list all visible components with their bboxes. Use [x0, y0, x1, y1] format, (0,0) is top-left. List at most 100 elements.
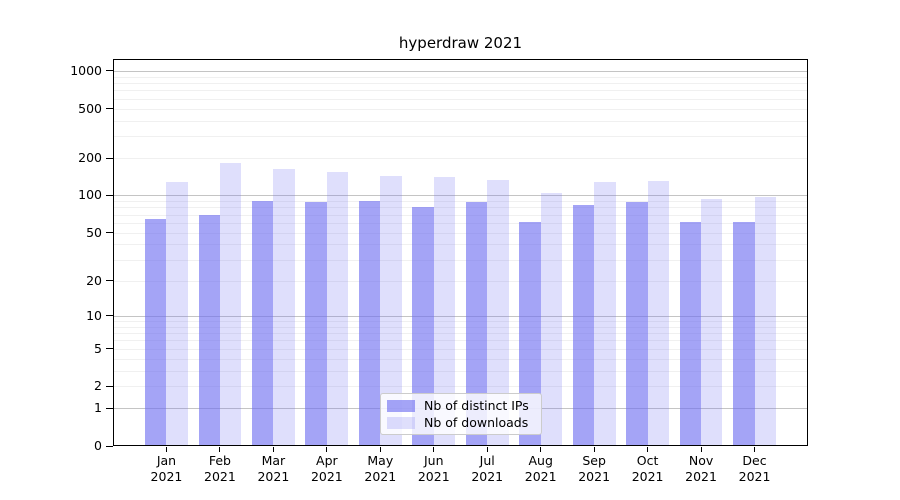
- y-tick-mark-50: [106, 232, 113, 234]
- gridline-minor-600: [114, 98, 807, 100]
- legend-label-downloads: Nb of downloads: [424, 415, 529, 430]
- gridline-minor-80: [114, 207, 807, 209]
- x-tick-mark-may: [379, 447, 381, 452]
- bar-nb-of-downloads-jan-2021: [166, 182, 188, 445]
- y-tick-label-20: 20: [86, 272, 102, 288]
- bar-nb-of-downloads-oct-2021: [647, 180, 669, 445]
- gridline-minor-800: [114, 83, 807, 85]
- y-tick-mark-1000: [106, 70, 113, 72]
- gridline-minor-20: [114, 280, 807, 282]
- y-tick-label-1000: 1000: [70, 62, 102, 78]
- gridline-minor-700: [114, 90, 807, 92]
- x-tick-label-mar: Mar 2021: [257, 453, 290, 484]
- bar-nb-of-downloads-jun-2021: [433, 176, 456, 445]
- gridline-minor-30: [114, 259, 807, 261]
- gridline-minor-6: [114, 340, 807, 342]
- x-tick-mark-apr: [326, 447, 328, 452]
- x-tick-mark-feb: [219, 447, 221, 452]
- gridline-minor-60: [114, 222, 807, 224]
- bar-nb-of-downloads-feb-2021: [219, 162, 242, 445]
- bar-nb-of-downloads-sep-2021: [594, 181, 616, 445]
- y-tick-mark-100: [106, 194, 113, 196]
- x-tick-label-feb: Feb 2021: [204, 453, 236, 484]
- x-tick-label-jan: Jan 2021: [150, 453, 183, 484]
- legend-swatch-downloads: [387, 416, 415, 429]
- legend-item-distinct-ips: Nb of distinct IPs: [387, 398, 535, 413]
- x-tick-label-oct: Oct 2021: [631, 453, 664, 484]
- gridline-minor-8: [114, 326, 807, 328]
- bar-nb-of-distinct-ips-jun-2021: [412, 207, 434, 445]
- bar-nb-of-distinct-ips-jul-2021: [465, 201, 488, 445]
- x-tick-mark-jan: [165, 447, 167, 452]
- gridline-minor-4: [114, 358, 807, 360]
- x-tick-mark-nov: [700, 447, 702, 452]
- bar-nb-of-distinct-ips-nov-2021: [679, 221, 702, 445]
- y-tick-mark-1: [106, 407, 113, 409]
- bar-nb-of-distinct-ips-feb-2021: [198, 215, 220, 445]
- bar-nb-of-downloads-may-2021: [380, 175, 402, 445]
- gridline-minor-400: [114, 120, 807, 122]
- gridline-minor-2: [114, 386, 807, 388]
- chart-title: hyperdraw 2021: [398, 34, 523, 52]
- bar-nb-of-distinct-ips-dec-2021: [733, 221, 755, 445]
- x-tick-mark-mar: [272, 447, 274, 452]
- x-tick-label-dec: Dec 2021: [738, 453, 771, 484]
- bar-nb-of-distinct-ips-jan-2021: [145, 219, 167, 445]
- gridline-minor-900: [114, 76, 807, 78]
- y-tick-label-100: 100: [78, 187, 102, 203]
- gridline-minor-40: [114, 244, 807, 246]
- bar-nb-of-downloads-mar-2021: [273, 168, 295, 445]
- x-tick-mark-dec: [754, 447, 756, 452]
- gridline-minor-500: [114, 108, 807, 110]
- gridline-minor-50: [114, 232, 807, 234]
- bar-nb-of-distinct-ips-apr-2021: [305, 202, 327, 445]
- bar-nb-of-distinct-ips-oct-2021: [626, 202, 648, 445]
- y-tick-label-0: 0: [94, 438, 102, 453]
- y-tick-mark-500: [106, 108, 113, 110]
- gridline-minor-3: [114, 370, 807, 372]
- gridline-minor-5: [114, 348, 807, 350]
- gridline-minor-70: [114, 214, 807, 216]
- y-tick-mark-2: [106, 385, 113, 387]
- x-tick-label-jun: Jun 2021: [417, 453, 450, 484]
- bar-nb-of-distinct-ips-may-2021: [358, 200, 381, 445]
- gridline-minor-90: [114, 201, 807, 203]
- gridline-minor-9: [114, 321, 807, 322]
- y-tick-label-500: 500: [78, 100, 102, 116]
- y-tick-mark-20: [106, 280, 113, 282]
- bar-nb-of-downloads-nov-2021: [701, 198, 723, 445]
- y-tick-label-200: 200: [78, 150, 102, 166]
- x-tick-label-apr: Apr 2021: [310, 453, 343, 484]
- gridline-minor-200: [114, 158, 807, 160]
- bar-nb-of-downloads-jul-2021: [487, 180, 509, 445]
- legend-label-distinct-ips: Nb of distinct IPs: [424, 398, 529, 413]
- y-tick-label-50: 50: [86, 224, 102, 240]
- gridline-major-1000: [114, 70, 807, 72]
- x-tick-mark-jun: [433, 447, 435, 452]
- legend: Nb of distinct IPs Nb of downloads: [380, 393, 542, 435]
- bar-nb-of-downloads-apr-2021: [326, 171, 349, 445]
- y-tick-label-10: 10: [86, 307, 102, 323]
- y-tick-label-1: 1: [94, 400, 102, 416]
- x-tick-label-may: May 2021: [364, 453, 397, 484]
- y-tick-label-5: 5: [94, 340, 102, 356]
- x-tick-mark-jul: [486, 447, 488, 452]
- gridline-major-10: [114, 315, 807, 317]
- bar-nb-of-distinct-ips-mar-2021: [251, 201, 274, 445]
- legend-swatch-distinct-ips: [387, 399, 415, 412]
- x-tick-label-aug: Aug 2021: [524, 453, 557, 484]
- x-tick-label-sep: Sep 2021: [578, 453, 611, 484]
- bar-nb-of-distinct-ips-sep-2021: [572, 205, 595, 445]
- bar-nb-of-distinct-ips-aug-2021: [519, 221, 541, 445]
- y-tick-mark-5: [106, 348, 113, 350]
- x-tick-label-jul: Jul 2021: [471, 453, 504, 484]
- y-tick-mark-0: [106, 445, 113, 447]
- bar-nb-of-downloads-dec-2021: [754, 196, 776, 445]
- y-tick-mark-200: [106, 157, 113, 159]
- x-tick-mark-oct: [647, 447, 649, 452]
- y-tick-mark-10: [106, 315, 113, 317]
- plot-area: Nb of distinct IPs Nb of downloads: [113, 59, 808, 446]
- gridline-minor-300: [114, 136, 807, 138]
- bar-nb-of-downloads-aug-2021: [540, 192, 563, 445]
